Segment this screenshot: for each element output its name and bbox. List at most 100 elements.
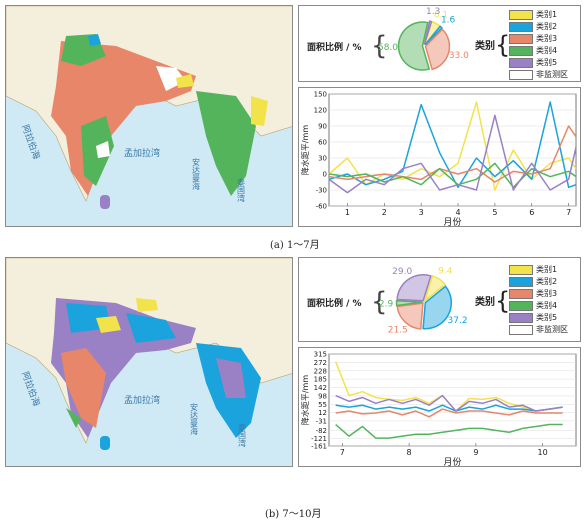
x-tick-label: 4 [455, 208, 460, 217]
legend-item-none-b: 非监测区 [509, 324, 568, 335]
pie-label-4: 58.0 [378, 43, 398, 53]
line-panel-a: -60 -30 0 30 60 90 120 150 1 2 3 4 5 6 7 月份 降水距平/mm [298, 87, 581, 228]
pie-brace: { [371, 287, 388, 317]
y-tick-label: 142 [314, 384, 327, 392]
pie-slice-5 [423, 20, 433, 45]
x-tick-label: 7 [566, 208, 571, 217]
y-axis-label: 降水距平/mm [300, 375, 310, 425]
y-tick-label: -30 [316, 187, 327, 195]
map-b: 阿拉伯海 孟加拉湾 安达曼海 泰国湾 [6, 258, 292, 466]
map-panel-b: 阿拉伯海 孟加拉湾 安达曼海 泰国湾 [5, 257, 293, 467]
y-tick-label: 60 [318, 139, 327, 147]
y-tick-label: 185 [314, 376, 327, 384]
series-line-3 [335, 408, 563, 418]
legend-item-c5: 类别5 [509, 57, 557, 68]
map-panel-a: 阿拉伯海 孟加拉湾 安达曼海 泰国湾 [5, 5, 293, 227]
pie-label-2: 37.2 [448, 316, 468, 326]
pie-title: 面积比例 / % [307, 297, 362, 309]
andaman-sea-label: 安达曼海 [192, 157, 201, 191]
bay-of-bengal-label: 孟加拉湾 [124, 147, 160, 159]
series-line-4 [335, 423, 563, 439]
bay-of-bengal-label-b: 孟加拉湾 [124, 394, 160, 406]
legend-item-c1: 类别1 [509, 9, 557, 20]
y-tick-label: 98 [318, 392, 327, 400]
x-tick-label: 1 [345, 208, 350, 217]
y-tick-label: 55 [318, 401, 327, 409]
y-tick-label: 90 [318, 123, 327, 131]
gulf-label-b: 泰国湾 [238, 422, 247, 448]
legend-item-c2-b: 类别2 [509, 276, 557, 287]
legend-item-c3-b: 类别3 [509, 288, 557, 299]
pie-slice-2 [424, 25, 444, 46]
line-panel-b: -161 -121 -82 -31 12 55 98 142 185 228 272 315 7 8 9 10… [298, 347, 581, 468]
x-tick-label: 10 [538, 448, 548, 457]
pie-label-1: 9.4 [438, 267, 453, 277]
plot-area [328, 353, 577, 447]
pie-label-5: 1.3 [426, 7, 440, 17]
pie-label-1: 6.1 [434, 10, 448, 20]
x-tick-label: 3 [419, 208, 424, 217]
pie-brace: { [371, 31, 388, 61]
legend-item-c1-b: 类别1 [509, 264, 557, 275]
map-a: 阿拉伯海 孟加拉湾 安达曼海 泰国湾 [6, 6, 292, 226]
y-tick-label: -60 [316, 203, 327, 211]
legend-item-c5-b: 类别5 [509, 312, 557, 323]
pie-slice-1 [423, 274, 447, 303]
caption-a: (a) 1～7月 [270, 240, 320, 251]
pie-label-2: 1.6 [441, 15, 456, 25]
series-line-2 [335, 404, 563, 412]
line-chart-a: -60 -30 0 30 60 90 120 150 1 2 3 4 5 6 7 月份 降水距平/mm [300, 91, 577, 228]
series-line-5 [328, 114, 577, 194]
series-line-2 [328, 101, 577, 189]
pie-slice-3 [424, 28, 451, 71]
pie-label-3: 21.5 [388, 325, 408, 335]
pie-panel-b: 面积比例 / %{9.4 37.2 21.5 2.9 29.0 类别{ 类别1 类别2 … [298, 257, 581, 342]
x-tick-label: 2 [382, 208, 387, 217]
pie-chart-b: 面积比例 / % {9.4 37.2 21.5 2.9 29.0 [307, 267, 468, 336]
pie-slice-3 [396, 302, 424, 330]
y-tick-label: -82 [316, 427, 327, 435]
pie-slice-5 [396, 274, 432, 302]
pie-slice-2 [422, 285, 453, 330]
gulf-label: 泰国湾 [237, 177, 246, 203]
andaman-sea-label-b: 安达曼海 [190, 402, 199, 436]
pie-panel-a: 面积比例 / % {6.1 1.6 33.0 58.0 1.3 类别{ 类别1 类别2 类… [298, 5, 581, 82]
y-tick-label: 120 [314, 107, 327, 115]
y-tick-label: 0 [323, 171, 327, 179]
pie-slice-4 [395, 300, 423, 307]
y-tick-label: 228 [314, 367, 327, 375]
x-axis-label: 月份 [443, 216, 461, 228]
y-tick-label: -31 [316, 417, 327, 425]
pie-label-3: 33.0 [449, 51, 469, 61]
series-line-3 [328, 125, 577, 183]
y-tick-label: 150 [314, 91, 327, 99]
y-tick-label: 272 [314, 359, 327, 367]
pie-label-5: 29.0 [392, 267, 412, 277]
y-tick-label: -161 [311, 443, 327, 451]
y-tick-label: -121 [311, 435, 327, 443]
y-axis-label: 降水距平/mm [300, 125, 310, 175]
x-tick-label: 7 [340, 448, 345, 457]
caption-b: (b) 7～10月 [265, 509, 322, 520]
y-tick-label: 30 [318, 155, 327, 163]
legend-item-c2: 类别2 [509, 21, 557, 32]
y-tick-label: 315 [314, 351, 327, 359]
legend-item-none: 非监测区 [509, 69, 568, 80]
legend-title: 类别{ [475, 30, 511, 59]
pie-label-4: 2.9 [379, 300, 394, 310]
legend-item-c3: 类别3 [509, 33, 557, 44]
legend-item-c4: 类别4 [509, 45, 557, 56]
pie-slice-4 [397, 21, 431, 71]
legend-title-b: 类别{ [475, 286, 511, 315]
pie-chart-a: 面积比例 / % {6.11.6 33.0 58.0 1.3 [307, 7, 469, 71]
pie-title: 面积比例 / % [307, 41, 362, 53]
y-tick-label: 12 [318, 409, 327, 417]
x-tick-label: 5 [492, 208, 497, 217]
x-tick-label: 8 [407, 448, 412, 457]
series-line-5 [335, 394, 563, 412]
x-axis-label: 月份 [443, 456, 461, 468]
legend-item-c4-b: 类别4 [509, 300, 557, 311]
x-tick-label: 6 [529, 208, 534, 217]
x-tick-label: 9 [473, 448, 478, 457]
